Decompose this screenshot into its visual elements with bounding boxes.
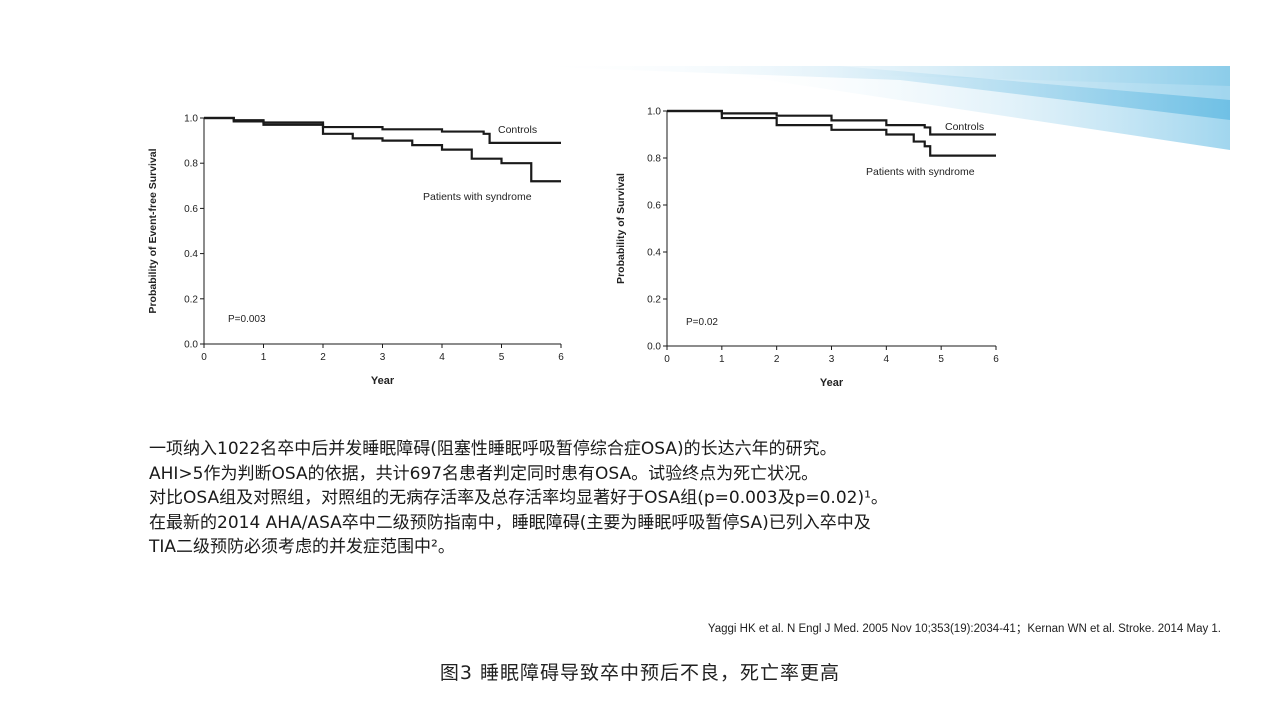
text-line: 一项纳入1022名卒中后并发睡眠障碍(阻塞性睡眠呼吸暂停综合症OSA)的长达六年… — [149, 439, 837, 459]
x-tick-label: 3 — [829, 354, 835, 365]
controls-survival-line — [667, 109, 996, 136]
text-line: 对比OSA组及对照组，对照组的无病存活率及总存活率均显著好于OSA组(p=0.0… — [149, 488, 888, 508]
p-value-label: P=0.02 — [686, 317, 718, 328]
text-line: AHI>5作为判断OSA的依据，共计697名患者判定同时患有OSA。试验终点为死… — [149, 463, 819, 484]
y-tick-label: 0.0 — [647, 342, 661, 353]
y-tick-label: 0.2 — [184, 294, 198, 305]
text-line: TIA二级预防必须考虑的并发症范围中²。 — [149, 537, 455, 557]
p-value-label: P=0.003 — [228, 314, 266, 325]
y-tick-label: 0.6 — [647, 201, 661, 212]
survival-chart-left: 0 1 2 3 4 5 6 0.0 0.2 0.4 0.6 0.8 1.0 Year Probability… — [147, 114, 564, 388]
text-line: 在最新的2014 AHA/ASA卒中二级预防指南中，睡眠障碍(主要为睡眠呼吸暂停… — [149, 512, 871, 533]
study-description: 一项纳入1022名卒中后并发睡眠障碍(阻塞性睡眠呼吸暂停综合症OSA)的长达六年… — [149, 437, 888, 560]
banner-streak — [700, 70, 1230, 150]
x-tick-label: 3 — [380, 352, 386, 363]
y-tick-label: 0.8 — [647, 154, 661, 165]
x-tick-label: 6 — [993, 354, 999, 365]
y-tick-label: 0.4 — [184, 249, 198, 260]
decorative-banner — [520, 66, 1230, 150]
y-tick-label: 0.0 — [184, 340, 198, 351]
x-tick-label: 0 — [664, 354, 670, 365]
series-label: Controls — [498, 124, 537, 136]
x-tick-label: 5 — [499, 352, 505, 363]
x-tick-label: 6 — [558, 352, 564, 363]
y-tick-label: 0.6 — [184, 204, 198, 215]
x-axis-title: Year — [371, 375, 395, 387]
x-tick-label: 5 — [938, 354, 944, 365]
series-label: Patients with syndrome — [423, 191, 532, 203]
y-tick-label: 0.8 — [184, 159, 198, 170]
x-tick-label: 4 — [439, 352, 445, 363]
x-tick-label: 0 — [201, 352, 207, 363]
y-tick-label: 1.0 — [647, 107, 661, 118]
x-tick-label: 2 — [320, 352, 326, 363]
x-tick-label: 2 — [774, 354, 780, 365]
x-tick-label: 1 — [261, 352, 267, 363]
banner-streak — [840, 66, 1230, 100]
y-tick-label: 1.0 — [184, 114, 198, 125]
patients-survival-line — [204, 116, 561, 183]
y-tick-label: 0.2 — [647, 295, 661, 306]
x-axis-title: Year — [820, 377, 844, 389]
y-axis-title: Probability of Survival — [615, 173, 627, 284]
x-tick-label: 4 — [884, 354, 890, 365]
figure-caption: 图3 睡眠障碍导致卒中预后不良，死亡率更高 — [439, 662, 841, 684]
citation: Yaggi HK et al. N Engl J Med. 2005 Nov 1… — [707, 623, 1221, 635]
series-label: Patients with syndrome — [866, 166, 975, 178]
series-label: Controls — [945, 121, 984, 133]
x-tick-label: 1 — [719, 354, 725, 365]
y-axis-title: Probability of Event-free Survival — [147, 148, 159, 313]
patients-survival-line — [667, 109, 996, 157]
survival-chart-right: 0 1 2 3 4 5 6 0.0 0.2 0.4 0.6 0.8 1.0 Year Probability… — [615, 107, 999, 390]
banner-streak — [520, 66, 1230, 120]
controls-survival-line — [204, 116, 561, 144]
y-tick-label: 0.4 — [647, 248, 661, 259]
